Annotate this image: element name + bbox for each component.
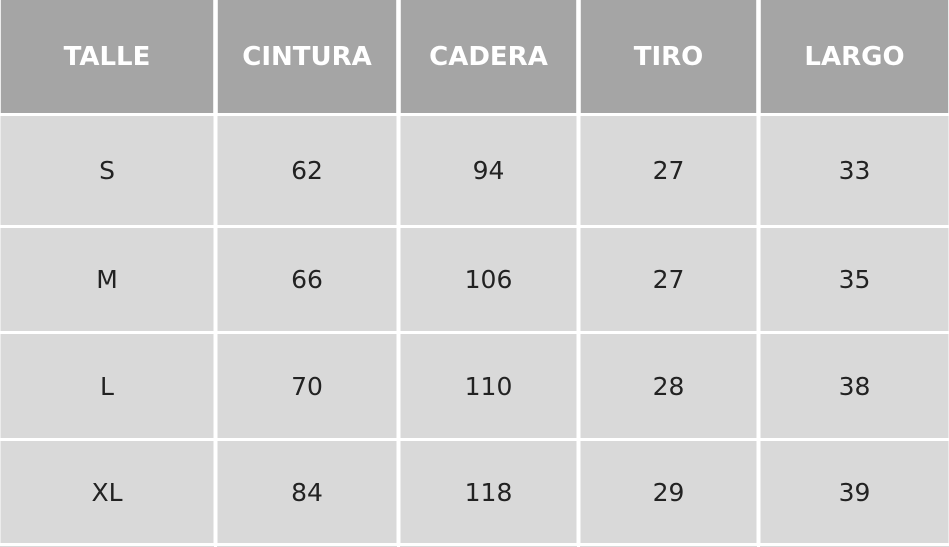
header-largo: LARGO	[760, 0, 949, 113]
cell-largo: 35	[760, 228, 949, 331]
cell-cintura: 62	[217, 116, 397, 225]
cell-talle: L	[0, 334, 214, 438]
cell-tiro: 28	[580, 334, 757, 438]
cell-talle: M	[0, 228, 214, 331]
cell-talle: XL	[0, 441, 214, 543]
cell-largo: 39	[760, 441, 949, 543]
cell-largo: 38	[760, 334, 949, 438]
cell-cintura: 70	[217, 334, 397, 438]
cell-cadera: 94	[400, 116, 577, 225]
cell-tiro: 29	[580, 441, 757, 543]
header-tiro: TIRO	[580, 0, 757, 113]
cell-tiro: 27	[580, 228, 757, 331]
cell-talle: S	[0, 116, 214, 225]
header-cadera: CADERA	[400, 0, 577, 113]
header-talle: TALLE	[0, 0, 214, 113]
header-cintura: CINTURA	[217, 0, 397, 113]
cell-tiro: 27	[580, 116, 757, 225]
cell-cadera: 118	[400, 441, 577, 543]
cell-cintura: 84	[217, 441, 397, 543]
cell-cadera: 110	[400, 334, 577, 438]
cell-cintura: 66	[217, 228, 397, 331]
cell-largo: 33	[760, 116, 949, 225]
cell-cadera: 106	[400, 228, 577, 331]
